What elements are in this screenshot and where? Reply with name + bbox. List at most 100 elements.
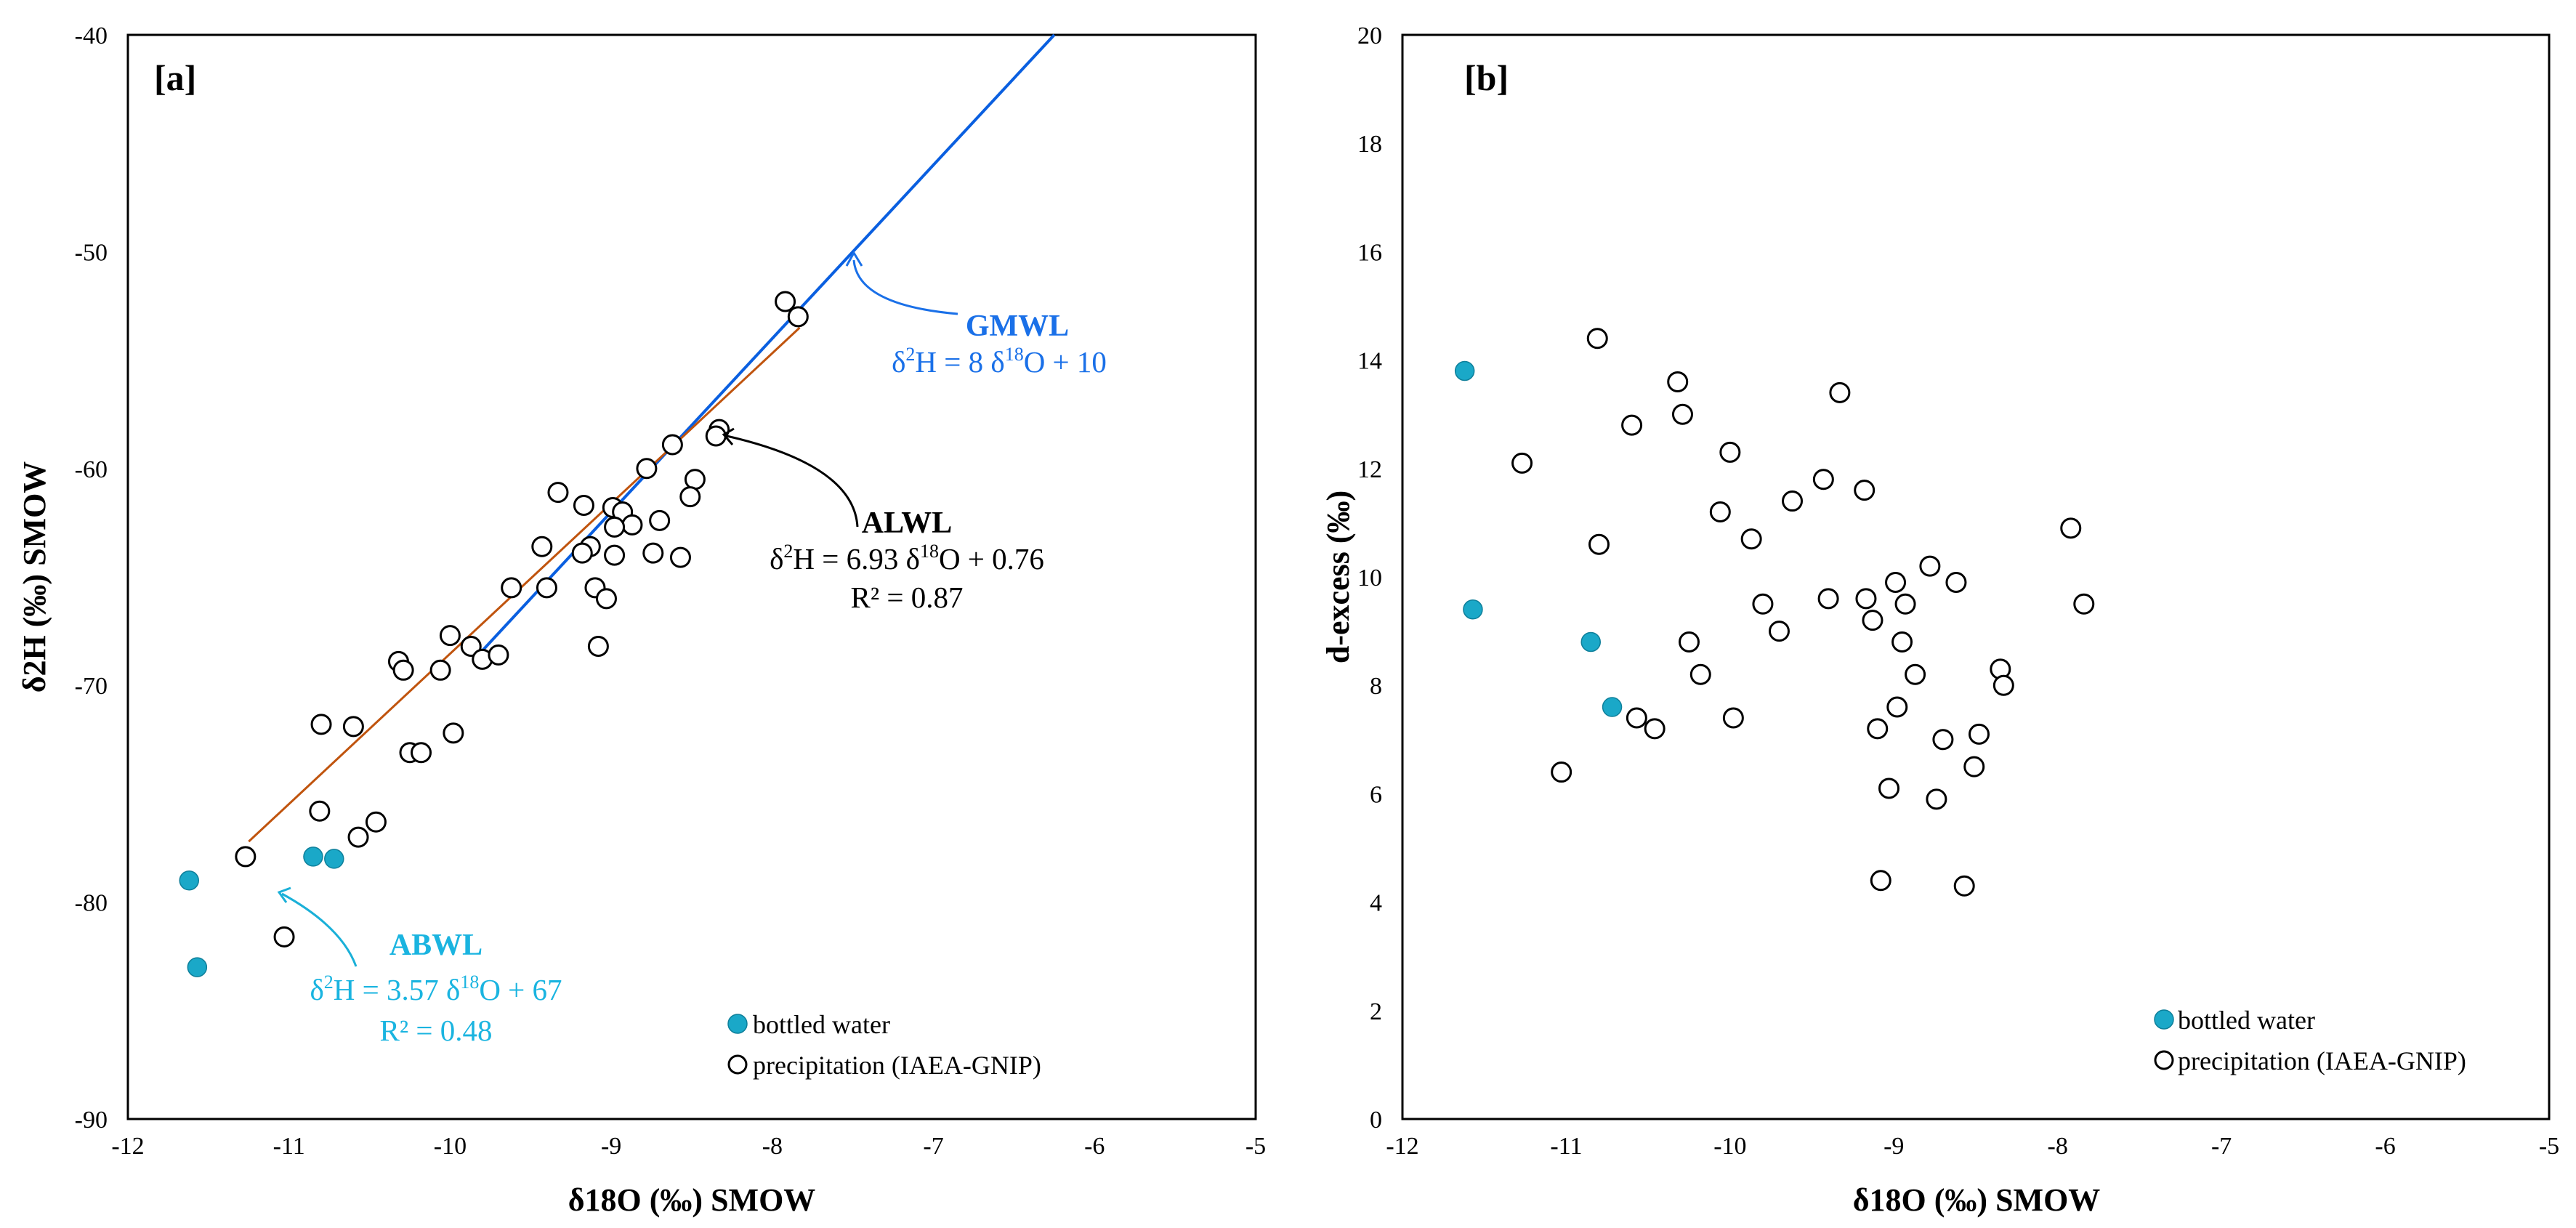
precipitation-point bbox=[501, 577, 522, 599]
b-y-tick-label: 10 bbox=[1357, 565, 1382, 591]
precipitation-point bbox=[1919, 555, 1941, 577]
b-x-tick-label: -12 bbox=[1386, 1133, 1418, 1160]
a-y-tick-label: -90 bbox=[75, 1107, 108, 1134]
gmwl-callout-arrow bbox=[852, 259, 958, 315]
precipitation-point bbox=[429, 659, 451, 681]
precipitation-point bbox=[1679, 631, 1700, 653]
b-y-tick-label: 6 bbox=[1370, 781, 1382, 808]
b-x-axis-title: δ18O (‰) SMOW bbox=[1853, 1182, 2101, 1218]
precipitation-point bbox=[342, 716, 364, 738]
a-x-tick-label: -7 bbox=[923, 1133, 943, 1160]
precipitation-point bbox=[621, 514, 643, 536]
b-y-axis-title: d-excess (‰) bbox=[1320, 490, 1356, 663]
b-y-tick-label: 18 bbox=[1357, 131, 1382, 158]
a-legend-precip-label: precipitation (IAEA-GNIP) bbox=[753, 1051, 1041, 1080]
a-y-tick-label: -80 bbox=[75, 890, 108, 917]
abwl-callout-arrow bbox=[281, 892, 358, 967]
b-x-tick-label: -8 bbox=[2048, 1133, 2068, 1160]
precipitation-point bbox=[1709, 501, 1731, 522]
b-legend-precip-label: precipitation (IAEA-GNIP) bbox=[2178, 1046, 2466, 1075]
precipitation-point bbox=[573, 495, 594, 517]
precipitation-point bbox=[1689, 663, 1711, 685]
a-x-tick-label: -8 bbox=[762, 1133, 783, 1160]
b-data-points bbox=[1454, 328, 2095, 897]
alwl-callout-arrowhead bbox=[722, 427, 735, 445]
precipitation-point bbox=[1722, 707, 1744, 729]
b-legend-precip-marker bbox=[2154, 1050, 2174, 1070]
precipitation-point bbox=[587, 635, 609, 657]
precipitation-point bbox=[1752, 593, 1774, 615]
precipitation-point bbox=[309, 800, 331, 822]
b-y-tick-label: 4 bbox=[1370, 890, 1382, 917]
bottled-water-point bbox=[303, 847, 323, 867]
precipitation-point bbox=[1953, 875, 1975, 897]
precipitation-point bbox=[531, 536, 553, 557]
a-legend-bottled-label: bottled water bbox=[753, 1010, 890, 1039]
bottled-water-point bbox=[179, 870, 200, 891]
precipitation-point bbox=[1891, 631, 1913, 653]
precipitation-point bbox=[411, 742, 432, 764]
gmwl-equation: δ2H = 8 δ18O + 10 bbox=[892, 344, 1107, 379]
b-x-tick-labels: -12 -11 -10 -9 -8 -7 -6 -5 bbox=[1386, 1133, 2559, 1160]
bottled-water-point bbox=[1602, 697, 1623, 717]
precipitation-point bbox=[1992, 674, 2014, 696]
a-y-axis-title: δ2H (‰) SMOW bbox=[17, 461, 52, 693]
a-x-tick-label: -9 bbox=[601, 1133, 621, 1160]
precipitation-point bbox=[649, 509, 671, 531]
precipitation-point bbox=[1817, 588, 1839, 610]
precipitation-point bbox=[1586, 328, 1608, 350]
a-x-tick-labels: -12 -11 -10 -9 -8 -7 -6 -5 bbox=[111, 1133, 1266, 1160]
precipitation-point bbox=[1621, 414, 1643, 436]
b-x-tick-label: -11 bbox=[1550, 1133, 1582, 1160]
b-x-tick-label: -6 bbox=[2375, 1133, 2395, 1160]
b-legend-bottled-label: bottled water bbox=[2178, 1006, 2315, 1035]
a-legend-bottled-marker bbox=[727, 1014, 748, 1034]
precipitation-point bbox=[1671, 403, 1693, 425]
precipitation-point bbox=[443, 722, 464, 744]
b-y-tick-label: 12 bbox=[1357, 456, 1382, 483]
precipitation-point bbox=[1855, 588, 1877, 610]
bottled-water-point bbox=[1580, 631, 1601, 653]
precipitation-point bbox=[2073, 593, 2095, 615]
bottled-water-point bbox=[1454, 360, 1475, 381]
bottled-water-point bbox=[187, 957, 208, 977]
precipitation-point bbox=[235, 846, 257, 868]
precipitation-point bbox=[1926, 788, 1947, 810]
precipitation-point bbox=[1867, 718, 1889, 740]
plot-area-a bbox=[126, 33, 1257, 1120]
precipitation-point bbox=[684, 469, 706, 490]
precipitation-point bbox=[1945, 571, 1967, 593]
a-x-tick-label: -10 bbox=[434, 1133, 467, 1160]
a-x-tick-label: -12 bbox=[111, 1133, 144, 1160]
panel-b: [b] -12 -11 -10 -9 -8 -7 -6 -5 0 2 4 6 8 10 12 14 16 18 2… bbox=[1320, 23, 2559, 1218]
precipitation-point bbox=[1886, 696, 1908, 718]
precipitation-point bbox=[2060, 517, 2082, 539]
a-y-tick-label: -40 bbox=[75, 23, 108, 49]
panel-a: [a] -12 -11 -10 -9 -8 -7 -6 -5 -40-50-60-70-80-… bbox=[17, 23, 1266, 1218]
bottled-water-point bbox=[1463, 599, 1483, 620]
alwl-line bbox=[248, 326, 801, 843]
precipitation-point bbox=[595, 588, 617, 610]
alwl-callout-arrow bbox=[726, 435, 859, 528]
precipitation-point bbox=[1885, 571, 1907, 593]
precipitation-point bbox=[1932, 729, 1954, 751]
b-legend: bottled water precipitation (IAEA-GNIP) bbox=[2154, 1006, 2466, 1075]
precipitation-point bbox=[488, 644, 509, 666]
precipitation-point bbox=[775, 291, 796, 312]
precipitation-point bbox=[1854, 480, 1876, 501]
alwl-r2: R² = 0.87 bbox=[850, 581, 963, 614]
bottled-water-point bbox=[324, 849, 344, 869]
abwl-r2: R² = 0.48 bbox=[379, 1014, 492, 1047]
a-x-axis-title: δ18O (‰) SMOW bbox=[568, 1182, 816, 1218]
alwl-equation: δ2H = 6.93 δ18O + 0.76 bbox=[770, 541, 1044, 575]
precipitation-point bbox=[1894, 593, 1916, 615]
b-y-tick-label: 20 bbox=[1357, 23, 1382, 49]
precipitation-point bbox=[439, 625, 461, 647]
precipitation-point bbox=[1782, 490, 1804, 512]
precipitation-point bbox=[1588, 533, 1610, 555]
abwl-label: ABWL bbox=[389, 929, 483, 962]
precipitation-point bbox=[1511, 452, 1533, 474]
precipitation-point bbox=[1969, 723, 1990, 745]
precipitation-point bbox=[310, 714, 332, 735]
